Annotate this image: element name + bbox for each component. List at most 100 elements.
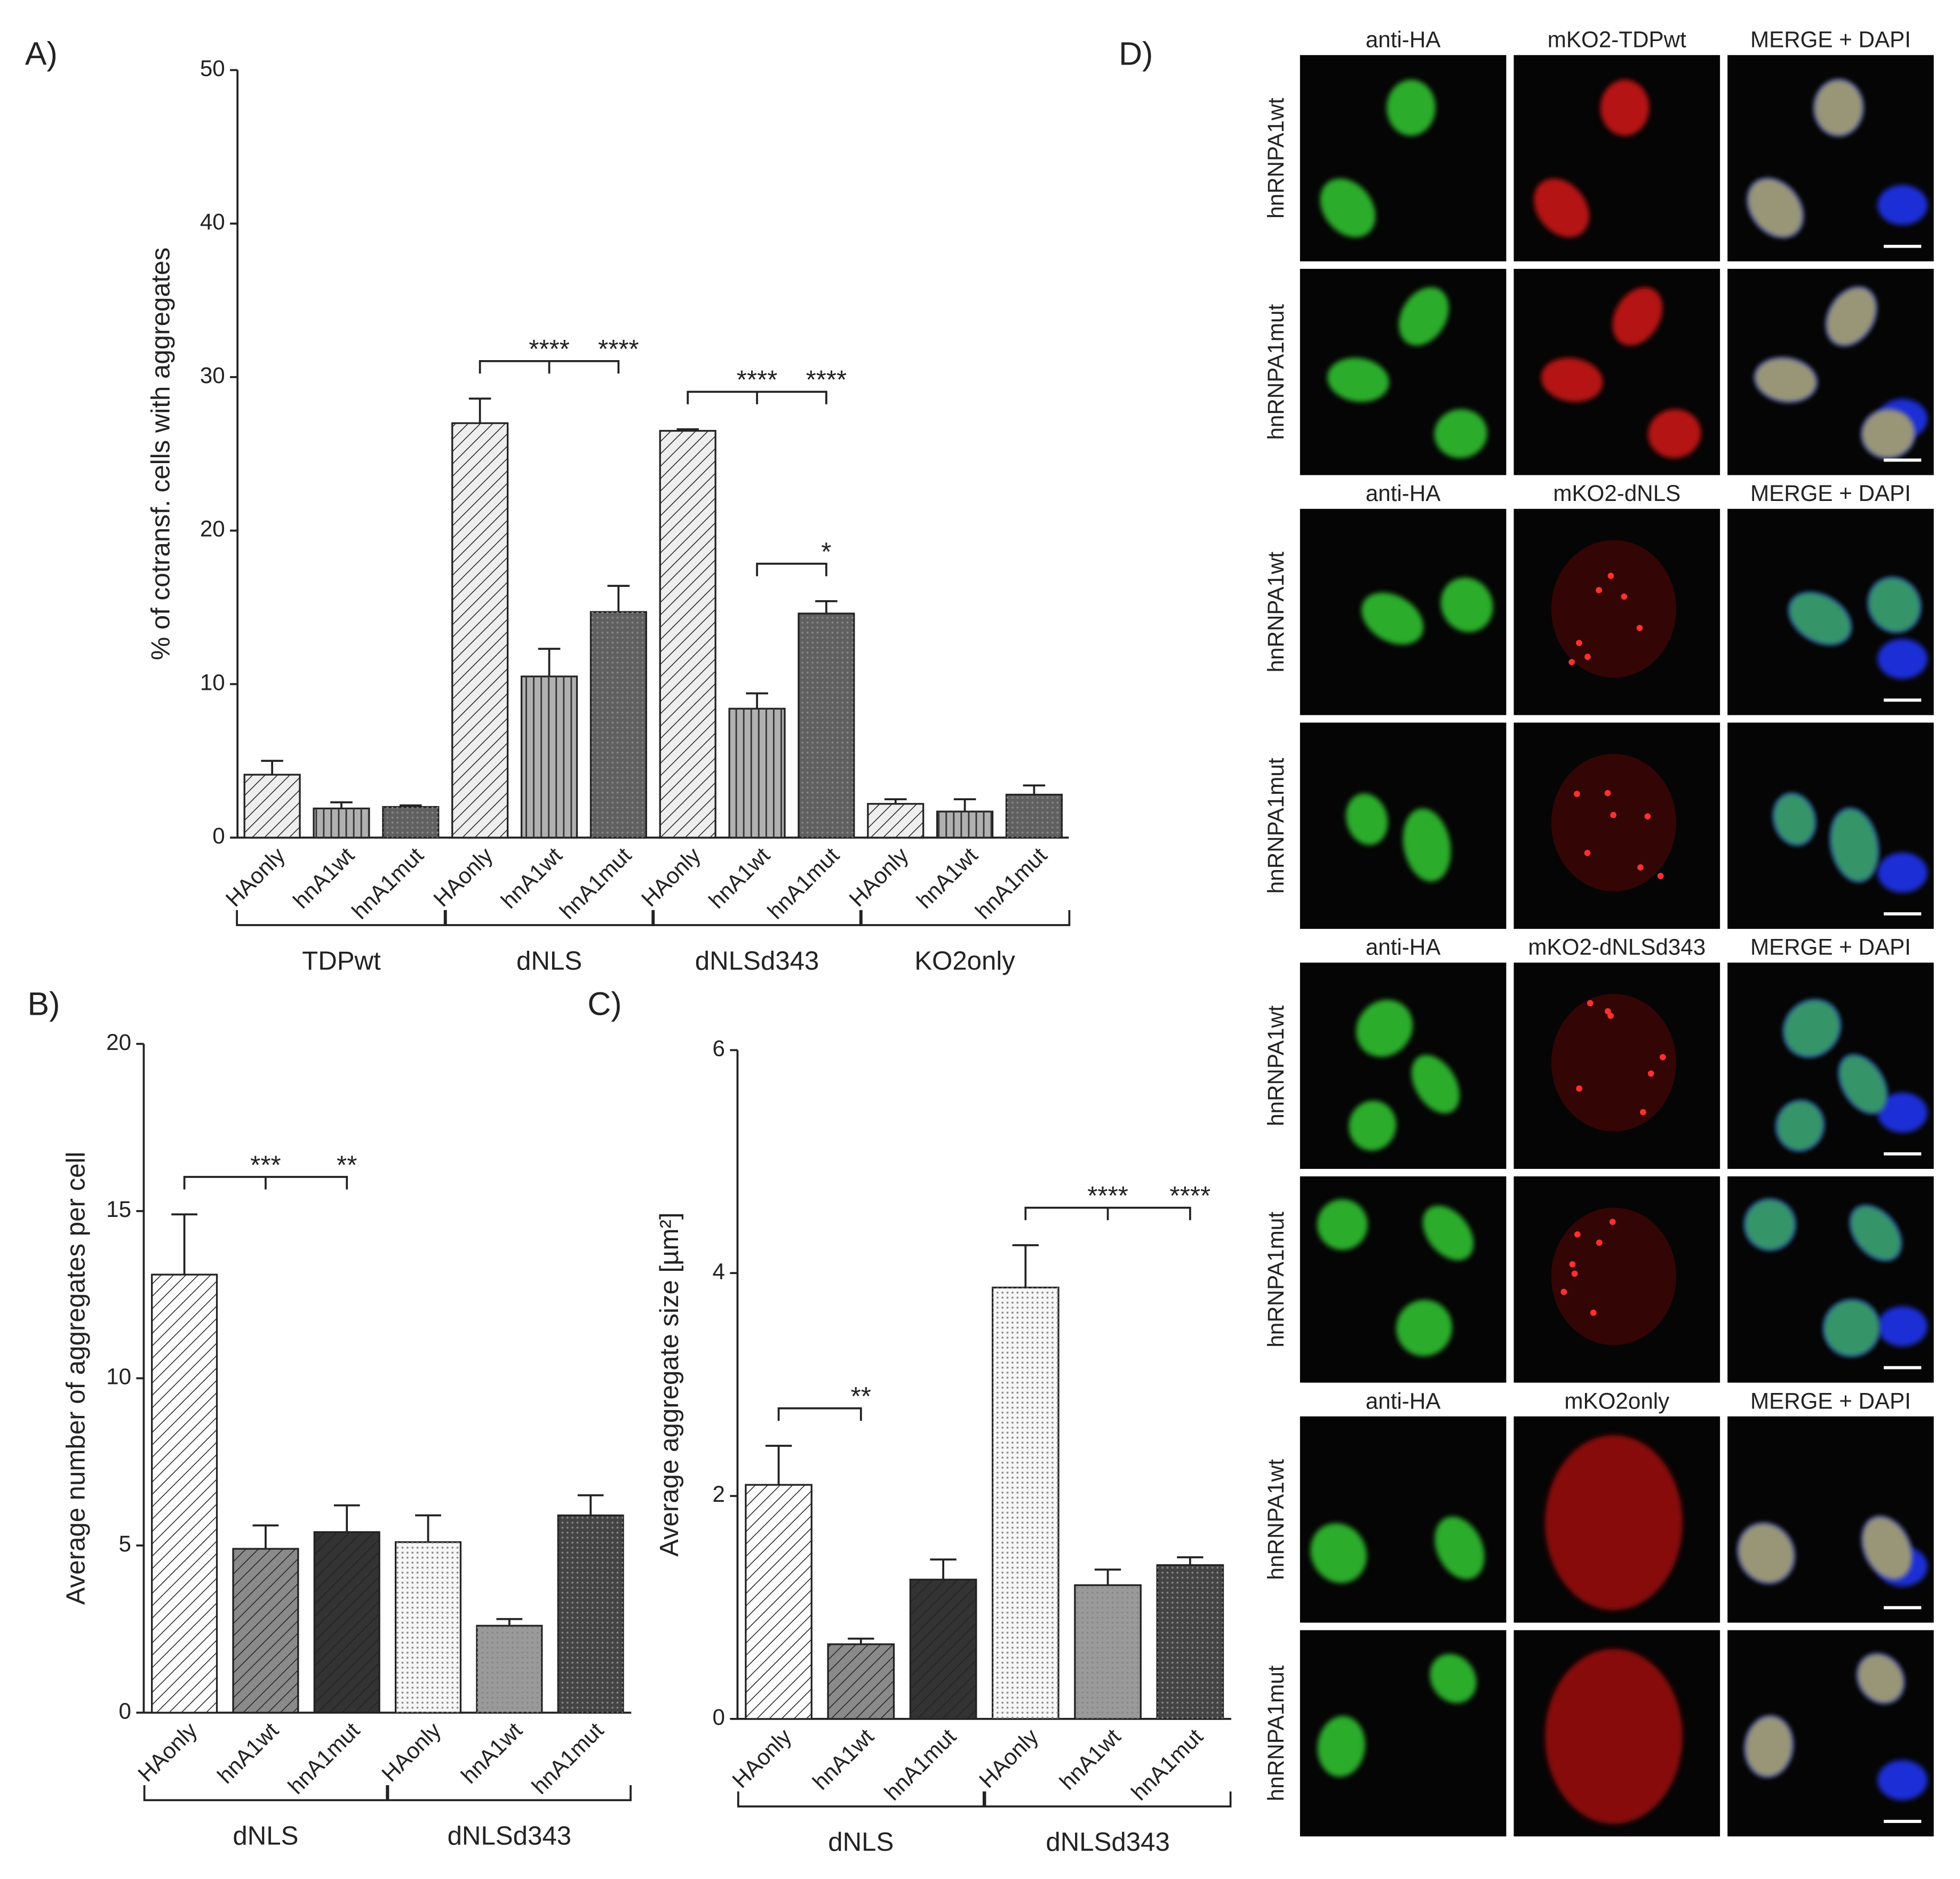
column-header: anti-HA xyxy=(1366,935,1441,960)
cell xyxy=(1826,287,1877,346)
aggregate xyxy=(1610,811,1617,818)
significance-label: * xyxy=(821,537,831,567)
error-bar xyxy=(415,1514,441,1542)
cell xyxy=(1744,1716,1793,1777)
x-tick-label: hnA1wt xyxy=(808,1724,879,1795)
error-bar xyxy=(538,648,561,676)
y-tick-label: 20 xyxy=(106,1030,131,1055)
cell xyxy=(1789,592,1851,645)
cell xyxy=(1744,1199,1796,1250)
micrograph xyxy=(1727,722,1934,929)
aggregate xyxy=(1576,640,1582,647)
aggregate xyxy=(1660,1054,1666,1061)
row-label: hnRNPA1mut xyxy=(1263,1212,1288,1348)
group-bracket xyxy=(737,1791,985,1808)
dapi xyxy=(1877,1760,1928,1801)
panel-label: B) xyxy=(28,985,60,1022)
bar-pattern xyxy=(314,808,369,838)
row-label: hnRNPA1mut xyxy=(1263,1665,1288,1801)
cell xyxy=(1398,287,1449,346)
cell xyxy=(1612,287,1663,346)
aggregate xyxy=(1568,659,1575,665)
aggregate xyxy=(1605,1008,1611,1015)
error-bar xyxy=(468,397,491,424)
bar-pattern xyxy=(314,1532,380,1713)
column-header: MERGE + DAPI xyxy=(1750,935,1911,960)
x-tick-label: hnA1mut xyxy=(1126,1724,1208,1805)
aggregate xyxy=(1640,1109,1646,1116)
micrograph xyxy=(1513,962,1720,1169)
micrograph xyxy=(1300,268,1507,475)
y-tick-label: 10 xyxy=(106,1364,131,1389)
cell xyxy=(1345,793,1388,845)
group-bracket xyxy=(236,910,447,926)
cell xyxy=(1839,1055,1887,1113)
x-tick-label: hnA1mut xyxy=(527,1717,609,1799)
error-bar xyxy=(1177,1556,1204,1565)
cell xyxy=(1823,1300,1880,1357)
column-header: mKO2only xyxy=(1564,1388,1669,1413)
error-bar xyxy=(746,692,768,709)
bar-pattern xyxy=(910,1579,976,1719)
bar-pattern xyxy=(233,1549,298,1713)
bar-pattern xyxy=(476,1626,542,1713)
error-bar xyxy=(330,801,353,809)
significance-bracket xyxy=(479,360,620,374)
x-tick-label: HAonly xyxy=(844,842,913,911)
aggregate xyxy=(1657,873,1664,879)
cell xyxy=(1387,79,1436,136)
bar-pattern xyxy=(729,708,785,838)
micrograph xyxy=(1300,1416,1507,1623)
bar-pattern xyxy=(558,1515,624,1713)
cell xyxy=(1850,1205,1901,1261)
cell xyxy=(1422,1205,1474,1261)
micrograph xyxy=(1513,268,1720,475)
cytoplasm xyxy=(1551,754,1677,891)
aggregate xyxy=(1569,1261,1576,1268)
bar-pattern xyxy=(937,811,993,838)
bar-pattern xyxy=(798,613,854,838)
panel-label: C) xyxy=(587,985,622,1022)
column-header: MERGE + DAPI xyxy=(1750,27,1911,52)
group-label: KO2only xyxy=(914,946,1015,975)
column-header: MERGE + DAPI xyxy=(1750,481,1911,506)
error-bar xyxy=(848,1637,874,1644)
cytoplasm xyxy=(1551,540,1677,678)
y-tick-label: 0 xyxy=(119,1698,131,1723)
aggregate xyxy=(1584,850,1591,856)
error-bar xyxy=(1023,784,1046,795)
dapi xyxy=(1877,1093,1928,1133)
micrograph xyxy=(1727,1176,1934,1383)
column-header: mKO2-dNLS xyxy=(1553,481,1680,506)
x-tick-label: HAonly xyxy=(133,1717,202,1786)
cell xyxy=(1541,357,1603,402)
error-bar xyxy=(261,760,283,775)
dapi xyxy=(1877,639,1928,679)
x-tick-label: hnA1mut xyxy=(970,842,1052,924)
error-bar xyxy=(577,1494,604,1516)
error-bar xyxy=(676,428,699,431)
bar-pattern xyxy=(1157,1565,1223,1719)
bar-pattern xyxy=(591,612,647,838)
cell xyxy=(1317,1199,1368,1250)
group-label: dNLS xyxy=(516,946,582,975)
bar-pattern xyxy=(828,1644,894,1719)
bar-pattern xyxy=(152,1275,217,1713)
bar-pattern xyxy=(867,803,923,838)
column-header: anti-HA xyxy=(1366,27,1441,52)
error-bar xyxy=(252,1524,279,1549)
y-tick-label: 40 xyxy=(200,209,225,234)
cell xyxy=(1868,577,1921,632)
y-tick-label: 10 xyxy=(200,670,225,695)
micrograph xyxy=(1513,508,1720,715)
error-bar xyxy=(400,804,422,807)
cell xyxy=(1435,1516,1485,1580)
aggregate xyxy=(1576,1085,1583,1092)
bar-pattern xyxy=(521,676,577,838)
y-tick-label: 20 xyxy=(200,516,225,542)
y-tick-label: 0 xyxy=(713,1705,725,1730)
micrograph xyxy=(1300,1176,1507,1383)
group-label: TDPwt xyxy=(302,946,381,975)
image-frame xyxy=(1300,962,1507,1169)
